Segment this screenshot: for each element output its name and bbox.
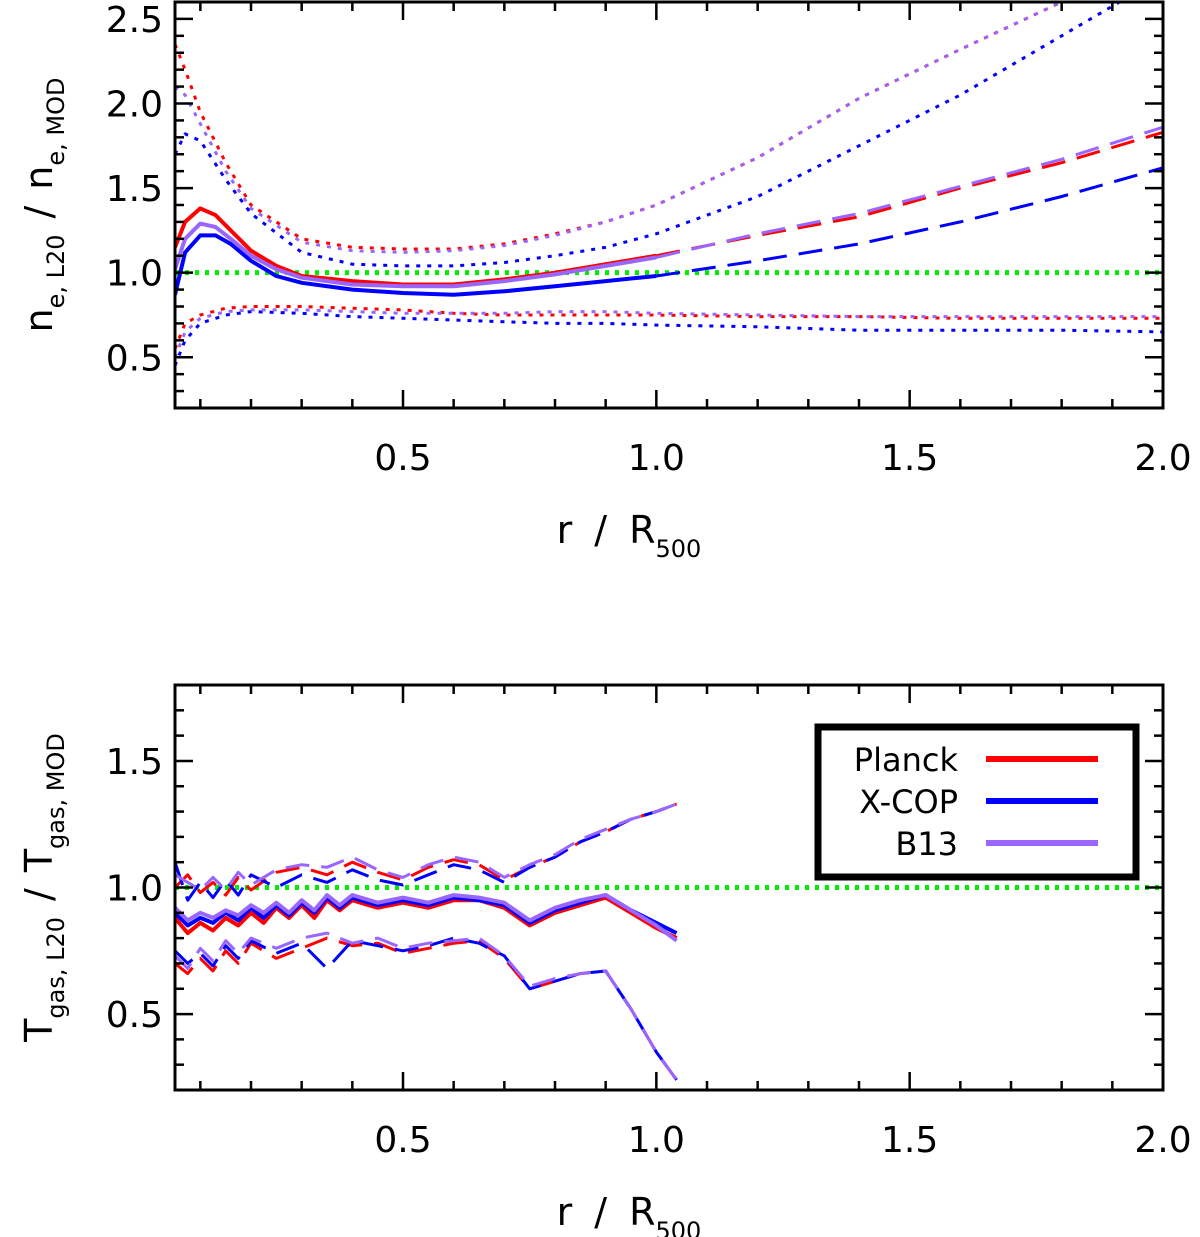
y-tick-label: 1.5 (106, 169, 163, 210)
series-line-b13-dashed (175, 931, 678, 1081)
chart-panel-2: 0.5 1.0 1.5 2.0 0.5 1.0 1.5 r / R500 Tgas, L20/Tga… (17, 683, 1192, 1237)
y-tick-label: 2.5 (106, 0, 163, 41)
legend: Planck X-COP B13 (814, 723, 1140, 881)
y-tick-label: 0.5 (106, 995, 163, 1036)
series-line-planck-dotted (175, 2, 1067, 251)
series-line-x-cop-dotted (175, 310, 1163, 367)
series-line-x-cop-dotted (175, 2, 1123, 268)
series-line-b13-dashed (175, 802, 678, 892)
chart-panel-1: 0.5 1.0 1.5 2.0 0.5 1.0 1.5 2.0 2.5 r / R500 ne, L20… (17, 0, 1192, 563)
y-tick-label: 0.5 (106, 338, 163, 379)
series-line-b13-dotted (175, 308, 1163, 358)
x-tick-label: 1.0 (628, 1120, 685, 1161)
series-line-x-cop-dashed (175, 936, 678, 1081)
series-line-planck-dashed (175, 936, 678, 1081)
y-axis-label: Tgas, L20/Tgas, MOD (17, 733, 70, 1043)
series-line-x-cop-dashed (656, 166, 1163, 278)
y-axis-label: ne, L20/ne, MOD (17, 77, 70, 332)
series-line-x-cop-dashed (175, 802, 678, 902)
series-line-b13-solid (175, 893, 678, 943)
series-line-planck-dashed (175, 802, 678, 897)
y-tick-label: 2.0 (106, 85, 163, 126)
x-tick-label: 2.0 (1134, 438, 1191, 479)
series-line-b13-dashed (655, 125, 1163, 259)
x-tick-label: 1.5 (881, 438, 938, 479)
x-tick-label: 0.5 (374, 1120, 431, 1161)
series-line-b13-dotted (175, 2, 1067, 254)
series-line-x-cop-solid (175, 233, 657, 297)
x-tick-label: 2.0 (1134, 1120, 1191, 1161)
legend-label-planck: Planck (854, 741, 959, 779)
x-tick-label: 0.5 (374, 438, 431, 479)
legend-label-x-cop: X-COP (859, 783, 958, 821)
legend-label-b13: B13 (895, 825, 958, 863)
y-tick-label: 1.5 (106, 742, 163, 783)
series-line-b13-solid (175, 221, 657, 289)
x-axis-label: r / R500 (557, 508, 702, 563)
x-axis-label: r / R500 (557, 1190, 702, 1237)
y-tick-label: 1.0 (106, 254, 163, 295)
series-line-planck-dotted (175, 305, 1163, 350)
x-tick-label: 1.0 (628, 438, 685, 479)
y-tick-label: 1.0 (106, 869, 163, 910)
x-tick-label: 1.5 (881, 1120, 938, 1161)
